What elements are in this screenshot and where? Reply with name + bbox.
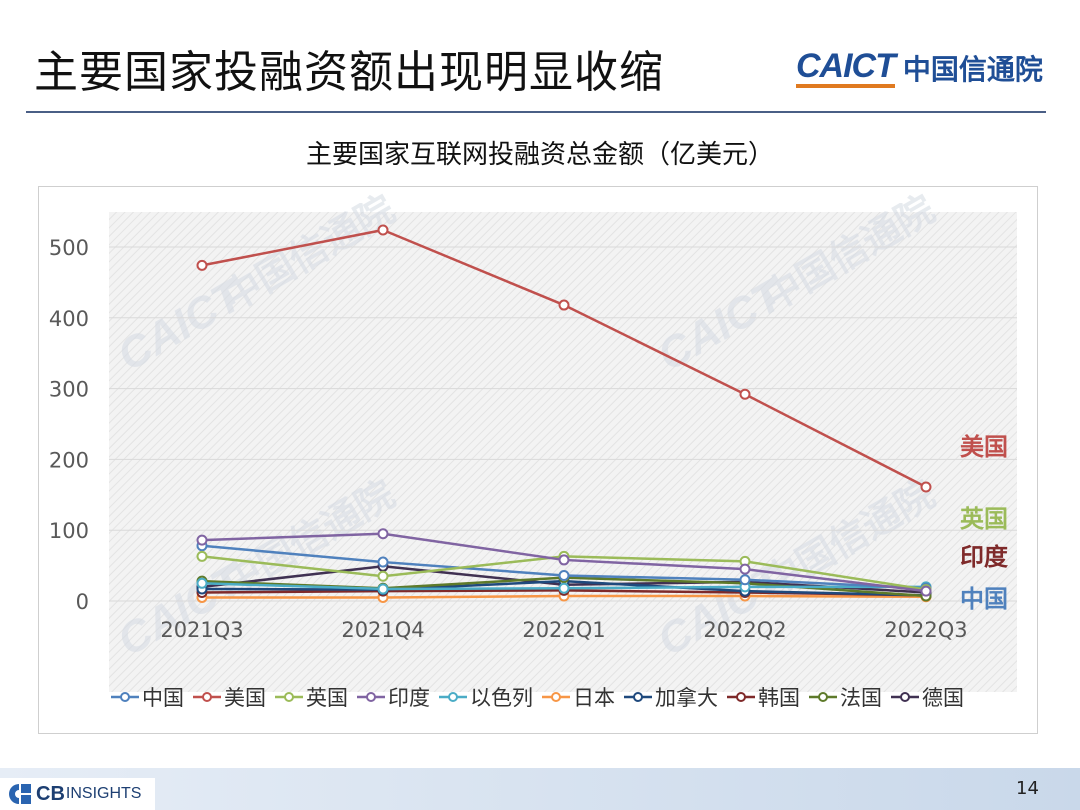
insights-logo-text: INSIGHTS — [65, 785, 142, 802]
data-point — [739, 388, 751, 400]
data-point — [558, 570, 570, 582]
y-tick-label: 200 — [49, 448, 89, 472]
legend-label: 日本 — [573, 686, 615, 710]
chart-frame: CAICT 中国信通院 CAICT 中国信通院 CAICT 中国信通院 CAICT 中国信通院… — [38, 186, 1038, 734]
legend-label: 韩国 — [758, 686, 800, 710]
annotation-label: 中国 — [960, 585, 1008, 613]
series-美国 — [196, 224, 932, 493]
legend-item: 法国 — [808, 682, 882, 712]
data-point — [377, 570, 389, 582]
legend-swatch — [727, 692, 755, 702]
caict-logo-text: CAICT — [796, 49, 896, 88]
data-point — [558, 299, 570, 311]
legend-item: 日本 — [541, 682, 615, 712]
cb-logo-text: CB — [36, 782, 65, 805]
legend-label: 美国 — [224, 686, 266, 710]
y-tick-label: 300 — [49, 378, 89, 402]
data-point — [558, 582, 570, 594]
x-tick-label: 2021Q4 — [341, 618, 424, 642]
data-point — [558, 554, 570, 566]
legend-swatch — [542, 692, 570, 702]
legend-item: 加拿大 — [623, 682, 718, 712]
legend-swatch — [193, 692, 221, 702]
legend-label: 加拿大 — [655, 686, 718, 710]
annotation-label: 美国 — [960, 433, 1008, 461]
legend-item: 韩国 — [726, 682, 800, 712]
x-tick-labels: 2021Q3 2021Q4 2022Q1 2022Q2 2022Q3 — [160, 618, 967, 642]
series-印度 — [196, 528, 932, 597]
legend-item: 中国 — [110, 682, 184, 712]
annotation-label: 英国 — [960, 505, 1008, 533]
annotation-label: 印度 — [960, 543, 1009, 571]
legend-item: 美国 — [192, 682, 266, 712]
legend-label: 英国 — [306, 686, 348, 710]
data-point — [377, 224, 389, 236]
slide-title: 主要国家投融资额出现明显收缩 — [34, 47, 664, 98]
x-tick-label: 2022Q3 — [884, 618, 967, 642]
line-chart: CAICT中国信通院CAICT中国信通院CAICT中国信通院CAICT中国信通院… — [49, 187, 1017, 692]
data-point — [377, 528, 389, 540]
legend-item: 英国 — [274, 682, 348, 712]
legend-swatch — [809, 692, 837, 702]
y-tick-label: 400 — [49, 307, 89, 331]
data-point — [739, 563, 751, 575]
data-point — [196, 577, 208, 589]
x-tick-label: 2022Q1 — [522, 618, 605, 642]
data-point — [920, 585, 932, 597]
legend-swatch — [275, 692, 303, 702]
header-divider — [26, 111, 1046, 113]
plot-area — [109, 212, 1017, 692]
data-point — [196, 534, 208, 546]
data-point — [377, 556, 389, 568]
y-tick-labels: 0 100 200 300 400 500 — [49, 236, 89, 614]
page-number: 14 — [1016, 778, 1039, 799]
legend-item: 印度 — [356, 682, 430, 712]
data-point — [377, 583, 389, 595]
legend-item: 以色列 — [438, 682, 533, 712]
legend-label: 印度 — [388, 686, 430, 710]
y-tick-label: 100 — [49, 519, 89, 543]
data-point — [739, 574, 751, 586]
chart-title: 主要国家互联网投融资总金额（亿美元） — [305, 140, 774, 170]
cb-insights-logo: CB INSIGHTS — [0, 778, 155, 810]
x-tick-label: 2021Q3 — [160, 618, 243, 642]
legend-label: 法国 — [840, 686, 882, 710]
legend-swatch — [357, 692, 385, 702]
data-point — [196, 550, 208, 562]
legend-item: 德国 — [890, 682, 964, 712]
data-point — [196, 259, 208, 271]
series-lines — [196, 224, 932, 603]
caict-logo-cn: 中国信通院 — [902, 53, 1043, 86]
series-中国 — [196, 540, 932, 594]
footer-bar — [0, 768, 1080, 810]
legend-swatch — [891, 692, 919, 702]
cb-mark-icon — [9, 784, 31, 804]
x-tick-label: 2022Q2 — [703, 618, 786, 642]
legend-swatch — [624, 692, 652, 702]
legend-swatch — [439, 692, 467, 702]
legend-label: 中国 — [142, 686, 184, 710]
y-tick-label: 500 — [49, 236, 89, 260]
data-point — [920, 481, 932, 493]
caict-logo: CAICT 中国信通院 — [796, 48, 1043, 88]
legend-swatch — [111, 692, 139, 702]
legend-label: 以色列 — [470, 686, 533, 710]
legend-label: 德国 — [922, 686, 964, 710]
y-tick-label: 0 — [76, 590, 89, 614]
chart-legend: 中国 美国 英国 印度 以色列 日本 加拿大 韩国 法国 德国 — [38, 682, 1036, 712]
